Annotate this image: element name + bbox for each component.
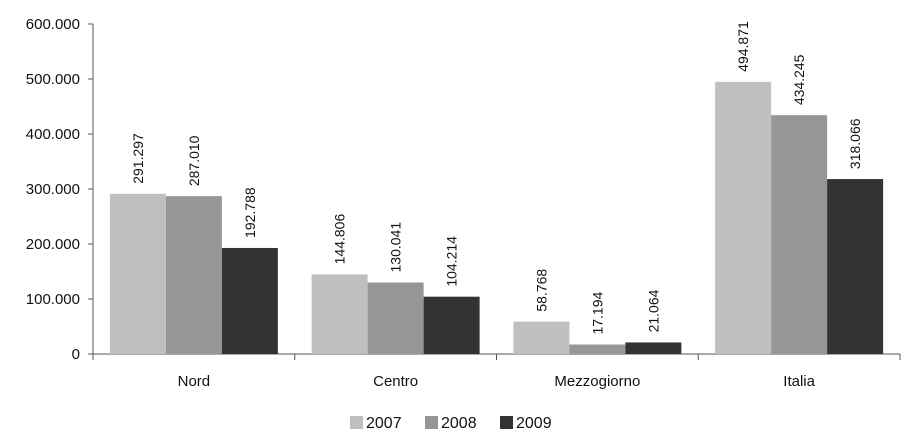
data-label: 287.010: [186, 135, 202, 186]
bar-2007-italia: [715, 81, 772, 354]
data-label: 494.871: [735, 21, 751, 72]
bar-2007-centro: [311, 274, 368, 354]
bar-2007-nord: [109, 193, 166, 354]
legend-swatch-2007: [350, 416, 363, 429]
data-label: 104.214: [444, 236, 460, 287]
data-label: 17.194: [589, 292, 605, 335]
chart-data-labels: 291.297 287.010 192.788 144.806 130.041 104.2…: [130, 21, 863, 335]
y-tick-label: 200.000: [26, 236, 80, 253]
chart-axes: 0 100.000 200.000 300.000 400.000 500.000 600.…: [26, 16, 901, 390]
data-label: 144.806: [332, 214, 348, 265]
y-tick-label: 100.000: [26, 291, 80, 308]
y-tick-label: 600.000: [26, 16, 80, 33]
data-label: 192.788: [242, 187, 258, 238]
bar-2009-centro: [423, 296, 480, 354]
bar-2008-mezzogiorno: [569, 344, 626, 354]
legend-swatch-2009: [500, 416, 513, 429]
bar-2008-nord: [165, 196, 222, 354]
x-category-label: Nord: [178, 373, 211, 390]
bar-2009-italia: [827, 179, 884, 354]
data-label: 434.245: [791, 54, 807, 105]
data-label: 318.066: [847, 118, 863, 169]
x-category-label: Centro: [373, 373, 418, 390]
bar-2007-mezzogiorno: [513, 321, 570, 354]
legend-label: 2009: [516, 415, 552, 432]
y-tick-label: 400.000: [26, 126, 80, 143]
legend-swatch-2008: [425, 416, 438, 429]
legend-label: 2008: [441, 415, 477, 432]
bar-2008-italia: [771, 115, 828, 354]
y-tick-label: 300.000: [26, 181, 80, 198]
y-tick-label: 0: [72, 346, 80, 363]
bar-2009-mezzogiorno: [625, 342, 682, 354]
legend-label: 2007: [366, 415, 402, 432]
data-label: 130.041: [388, 222, 404, 273]
x-category-label: Italia: [783, 373, 815, 390]
data-label: 21.064: [645, 289, 661, 332]
chart-legend: 2007 2008 2009: [350, 415, 552, 432]
x-category-label: Mezzogiorno: [554, 373, 640, 390]
y-tick-label: 500.000: [26, 71, 80, 88]
bar-2008-centro: [367, 282, 424, 354]
bar-2009-nord: [221, 247, 278, 354]
chart-bars: [109, 81, 884, 354]
data-label: 291.297: [130, 133, 146, 184]
data-label: 58.768: [533, 269, 549, 312]
